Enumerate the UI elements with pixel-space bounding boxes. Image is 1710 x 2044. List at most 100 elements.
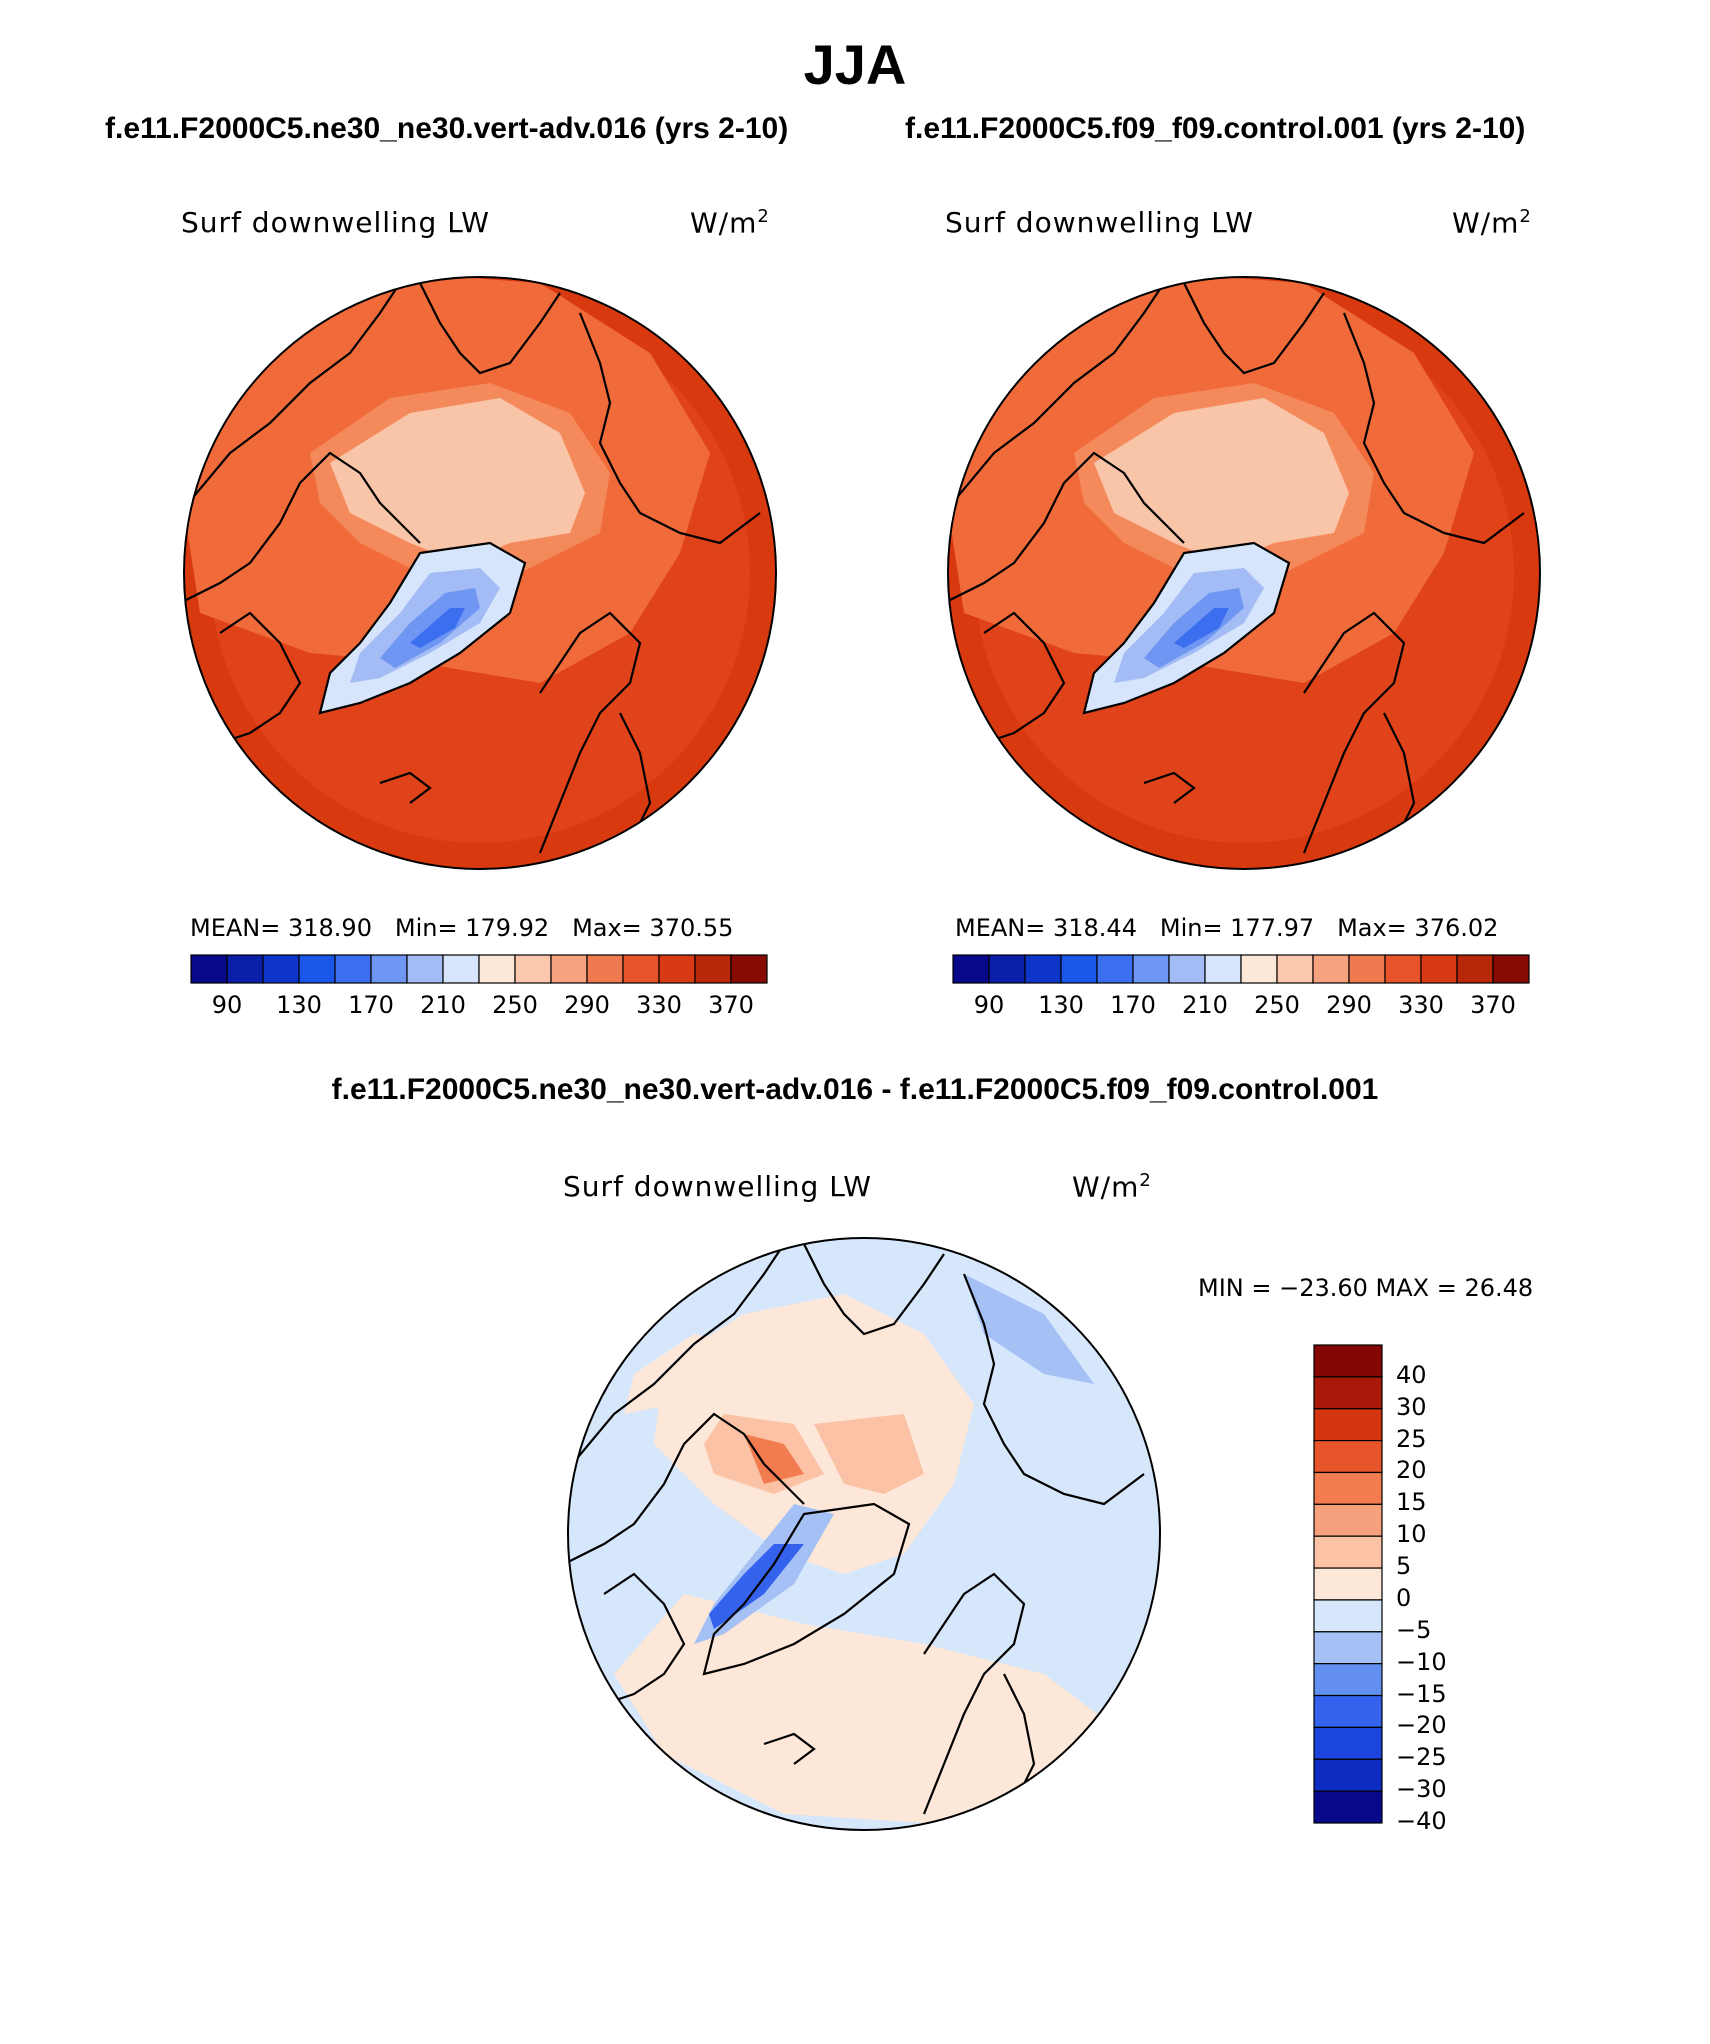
colorbar-box bbox=[952, 954, 990, 984]
coastline-siberia bbox=[1342, 312, 1525, 545]
arctic-ocean-field bbox=[330, 398, 585, 563]
coastline-siberia bbox=[962, 1273, 1145, 1506]
colorbar-box bbox=[1456, 954, 1494, 984]
diff-positive-alaska bbox=[624, 1334, 744, 1414]
diff-map-border bbox=[567, 1237, 1161, 1831]
difference-title: f.e11.F2000C5.ne30_ne30.vert-adv.016 - f… bbox=[331, 1073, 1379, 1106]
greenland-coast bbox=[702, 1502, 911, 1676]
difference-colorbar bbox=[1313, 1344, 1383, 1824]
colorbar-tick-label: −5 bbox=[1396, 1615, 1432, 1644]
colorbar-box bbox=[1348, 954, 1386, 984]
colorbar-tick-label: 20 bbox=[1396, 1456, 1427, 1485]
colorbar-box bbox=[730, 954, 768, 984]
colorbar-box bbox=[478, 954, 516, 984]
colorbar-box bbox=[514, 954, 552, 984]
colorbar-box bbox=[1060, 954, 1098, 984]
colorbar-box bbox=[586, 954, 624, 984]
colorbar-box bbox=[1313, 1471, 1383, 1505]
control-max: Max= 376.02 bbox=[1337, 914, 1499, 942]
diff-strong-positive bbox=[744, 1434, 804, 1484]
coastline-scandinavia bbox=[538, 611, 642, 854]
coastline-scandinavia bbox=[922, 1572, 1026, 1815]
colorbar-box bbox=[1024, 954, 1062, 984]
colorbar-box bbox=[1313, 1726, 1383, 1760]
colorbar-tick-label: 5 bbox=[1396, 1552, 1412, 1581]
colorbar-box bbox=[1313, 1439, 1383, 1474]
colorbar-tick-label: 90 bbox=[973, 991, 1005, 1019]
colorbar-tick-label: 290 bbox=[1326, 991, 1372, 1019]
case-mean: MEAN= 318.90 bbox=[190, 914, 372, 942]
colorbar-box bbox=[694, 954, 732, 984]
diff-minmax: MIN = −23.60 MAX = 26.48 bbox=[1198, 1274, 1534, 1302]
colorbar-box bbox=[658, 954, 696, 984]
colorbar-tick-label: −25 bbox=[1396, 1743, 1447, 1772]
colorbar-box bbox=[1313, 1599, 1383, 1633]
case-min: Min= 179.92 bbox=[394, 914, 550, 942]
case-title: f.e11.F2000C5.ne30_ne30.vert-adv.016 (yr… bbox=[105, 112, 789, 145]
case-variable-label: Surf downwelling LW bbox=[181, 206, 490, 239]
control-colorbar bbox=[952, 954, 1530, 984]
colorbar-tick-label: 130 bbox=[1038, 991, 1084, 1019]
diff-variable-label: Surf downwelling LW bbox=[563, 1170, 872, 1203]
colorbar-tick-label: 40 bbox=[1396, 1360, 1427, 1389]
case-map-border bbox=[183, 276, 777, 870]
colorbar-tick-label: 15 bbox=[1396, 1488, 1427, 1517]
greenland-core-min bbox=[410, 608, 465, 648]
colorbar-tick-label: 170 bbox=[1110, 991, 1156, 1019]
coastline-iceland bbox=[379, 771, 432, 804]
colorbar-box bbox=[1313, 1376, 1383, 1410]
colorbar-box bbox=[442, 954, 480, 984]
control-variable-label: Surf downwelling LW bbox=[945, 206, 1254, 239]
control-title: f.e11.F2000C5.f09_f09.control.001 (yrs 2… bbox=[905, 112, 1526, 145]
colorbar-tick-label: 210 bbox=[420, 991, 466, 1019]
colorbar-box bbox=[370, 954, 408, 984]
colorbar-box bbox=[1313, 1408, 1383, 1442]
colorbar-box bbox=[1276, 954, 1314, 984]
greenland-coast bbox=[318, 541, 527, 715]
coastline-hudson bbox=[983, 611, 1066, 745]
coastline-hudson bbox=[603, 1572, 686, 1706]
colorbar-box bbox=[1384, 954, 1422, 984]
colorbar-box bbox=[1313, 1567, 1383, 1601]
coastline-scandinavia bbox=[1302, 611, 1406, 854]
colorbar-box bbox=[1312, 954, 1350, 984]
colorbar-tick-label: 330 bbox=[636, 991, 682, 1019]
diff-units-label: W/m2 bbox=[1072, 1170, 1152, 1204]
colorbar-box bbox=[1313, 1344, 1383, 1378]
season-title: JJA bbox=[803, 33, 907, 96]
control-polar-map bbox=[948, 277, 1540, 869]
greenland-core-min bbox=[1174, 608, 1229, 648]
coastline-siberia-east bbox=[803, 1243, 945, 1336]
colorbar-box bbox=[1168, 954, 1206, 984]
coastline-iceland bbox=[1143, 771, 1196, 804]
colorbar-tick-label: 170 bbox=[348, 991, 394, 1019]
colorbar-tick-label: 10 bbox=[1396, 1520, 1427, 1549]
colorbar-tick-label: 370 bbox=[708, 991, 754, 1019]
colorbar-box bbox=[1132, 954, 1170, 984]
colorbar-tick-label: −40 bbox=[1396, 1807, 1447, 1835]
diff-positive-europe bbox=[614, 1594, 1124, 1824]
colorbar-box bbox=[1313, 1535, 1383, 1569]
greenland-coast bbox=[1082, 541, 1291, 715]
colorbar-box bbox=[1313, 1790, 1383, 1824]
case-max: Max= 370.55 bbox=[572, 914, 734, 942]
coastline-hudson bbox=[219, 611, 302, 745]
colorbar-box bbox=[1313, 1758, 1383, 1792]
colorbar-box bbox=[1313, 1503, 1383, 1537]
colorbar-box bbox=[988, 954, 1026, 984]
arctic-ocean-field bbox=[1094, 398, 1349, 563]
colorbar-box bbox=[406, 954, 444, 984]
colorbar-box bbox=[1240, 954, 1278, 984]
case-colorbar bbox=[190, 954, 768, 984]
colorbar-box bbox=[298, 954, 336, 984]
colorbar-box bbox=[334, 954, 372, 984]
colorbar-box bbox=[1313, 1631, 1383, 1665]
coastline-alaska bbox=[948, 282, 1165, 514]
case-stats: MEAN= 318.90 Min= 179.92 Max= 370.55 bbox=[190, 914, 733, 942]
colorbar-tick-label: 330 bbox=[1398, 991, 1444, 1019]
coastline-alaska bbox=[568, 1243, 785, 1475]
difference-polar-map bbox=[568, 1238, 1160, 1830]
control-mean: MEAN= 318.44 bbox=[955, 914, 1137, 942]
